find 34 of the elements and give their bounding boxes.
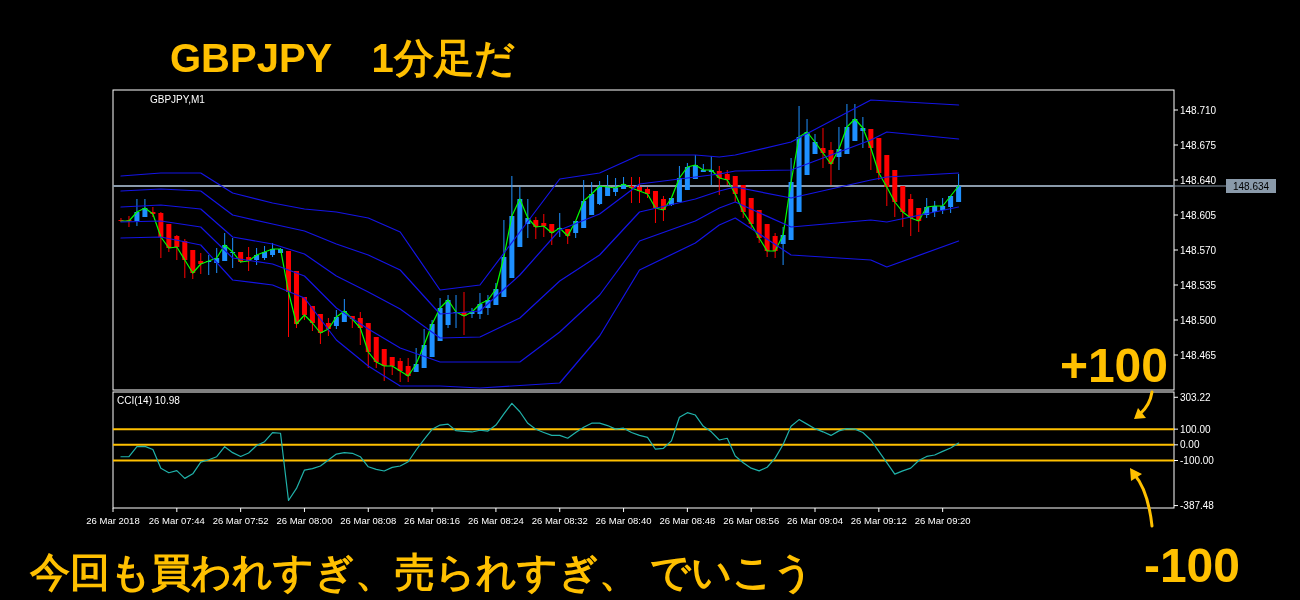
text: -100 xyxy=(1143,539,1240,592)
y-tick-label: 303.22 xyxy=(1180,391,1212,403)
x-tick-label: 26 Mar 09:20 xyxy=(914,515,971,526)
y-tick-label: 148.710 xyxy=(1180,104,1217,116)
text: 今回も買われすぎ、売られすぎ、 でいこう xyxy=(29,550,815,595)
x-tick-label: 26 Mar 08:16 xyxy=(404,515,461,526)
x-tick-label: 26 Mar 08:40 xyxy=(595,515,652,526)
y-tick-label: 148.500 xyxy=(1180,314,1217,326)
x-tick-label: 26 Mar 07:44 xyxy=(148,515,205,526)
y-tick-label: -100.00 xyxy=(1180,455,1215,466)
annotation: +100 xyxy=(1059,339,1168,392)
chart-title: GBPJPY 1分足だ xyxy=(170,36,515,80)
ref-line-label: 148.634 xyxy=(1232,181,1270,192)
y-tick-label: 148.640 xyxy=(1180,174,1217,186)
y-tick-label: -387.48 xyxy=(1180,500,1215,512)
x-tick-label: 26 Mar 09:04 xyxy=(787,515,844,526)
x-tick-label: 26 Mar 2018 xyxy=(86,515,140,526)
x-tick-label: 26 Mar 08:08 xyxy=(340,515,397,526)
y-tick-label: 0.00 xyxy=(1180,439,1200,451)
y-tick-label: 148.675 xyxy=(1180,139,1217,151)
x-tick-label: 26 Mar 07:52 xyxy=(212,515,269,526)
x-tick-label: 26 Mar 08:00 xyxy=(276,515,333,526)
annotation: GBPJPY,M1 xyxy=(150,94,206,105)
y-tick-label: 148.570 xyxy=(1180,244,1217,256)
y-tick-label: 148.605 xyxy=(1180,209,1217,221)
x-tick-label: 26 Mar 08:56 xyxy=(723,515,780,526)
x-tick-label: 26 Mar 09:12 xyxy=(850,515,907,526)
y-tick-label: 148.535 xyxy=(1180,279,1217,291)
x-tick-label: 26 Mar 08:24 xyxy=(467,515,524,526)
y-tick-label: 100.00 xyxy=(1180,423,1212,435)
y-tick-label: 148.465 xyxy=(1180,349,1217,361)
annotation: CCI(14) 10.98 xyxy=(117,395,181,406)
x-tick-label: 26 Mar 08:32 xyxy=(531,515,588,526)
x-tick-label: 26 Mar 08:48 xyxy=(659,515,716,526)
